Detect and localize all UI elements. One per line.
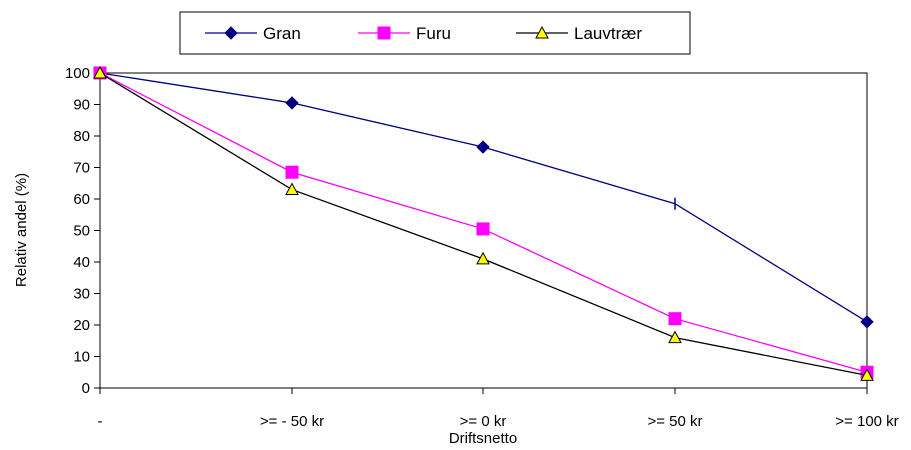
y-tick-label: 60 [73,191,90,208]
y-tick-label: 0 [82,380,90,397]
legend-item-gran: Gran [205,24,301,43]
legend-item-furu: Furu [358,24,451,43]
series-line [99,72,868,323]
series-furu [93,66,874,379]
y-tick-label: 80 [73,128,90,145]
data-point [476,251,490,265]
y-tick-label: 100 [65,65,90,82]
data-point [285,165,299,179]
y-tick-label: 30 [73,286,90,303]
y-tick-label: 90 [73,97,90,114]
series-gran [93,66,874,329]
data-point [476,140,490,154]
x-tick-label: >= 100 kr [835,413,898,430]
y-tick-label: 50 [73,223,90,240]
y-axis: 0 10 20 30 40 50 60 70 80 90 100 [65,65,100,397]
y-tick-label: 70 [73,160,90,177]
data-point [860,315,874,329]
legend-marker [377,26,391,40]
data-point [93,65,107,79]
x-axis: - >= - 50 kr >= 0 kr >= 50 kr >= 100 kr [98,388,899,430]
series-group [93,65,874,381]
x-tick-label: - [98,413,103,430]
data-point [668,330,682,344]
y-axis-label: Relativ andel (%) [13,173,30,287]
x-tick-label: >= 50 kr [647,413,702,430]
x-tick-label: >= 0 kr [460,413,507,430]
legend-label: Lauvtrær [574,24,642,43]
legend-label: Furu [416,24,451,43]
data-point [285,96,299,110]
data-point [860,368,874,381]
x-axis-label: Driftsnetto [449,430,517,447]
y-tick-label: 20 [73,317,90,334]
legend: Gran Furu Lauvtrær [179,11,691,55]
legend-marker [224,26,238,40]
legend-item-lauvtr-r: Lauvtrær [516,24,642,43]
series-lauvtr-r [93,65,874,381]
y-tick-label: 40 [73,254,90,271]
data-point [476,222,490,236]
legend-box [179,11,691,55]
data-point [668,312,682,326]
x-tick-label: >= - 50 kr [260,413,324,430]
legend-marker [535,25,549,39]
data-point [285,182,299,196]
legend-label: Gran [263,24,301,43]
y-tick-label: 10 [73,349,90,366]
